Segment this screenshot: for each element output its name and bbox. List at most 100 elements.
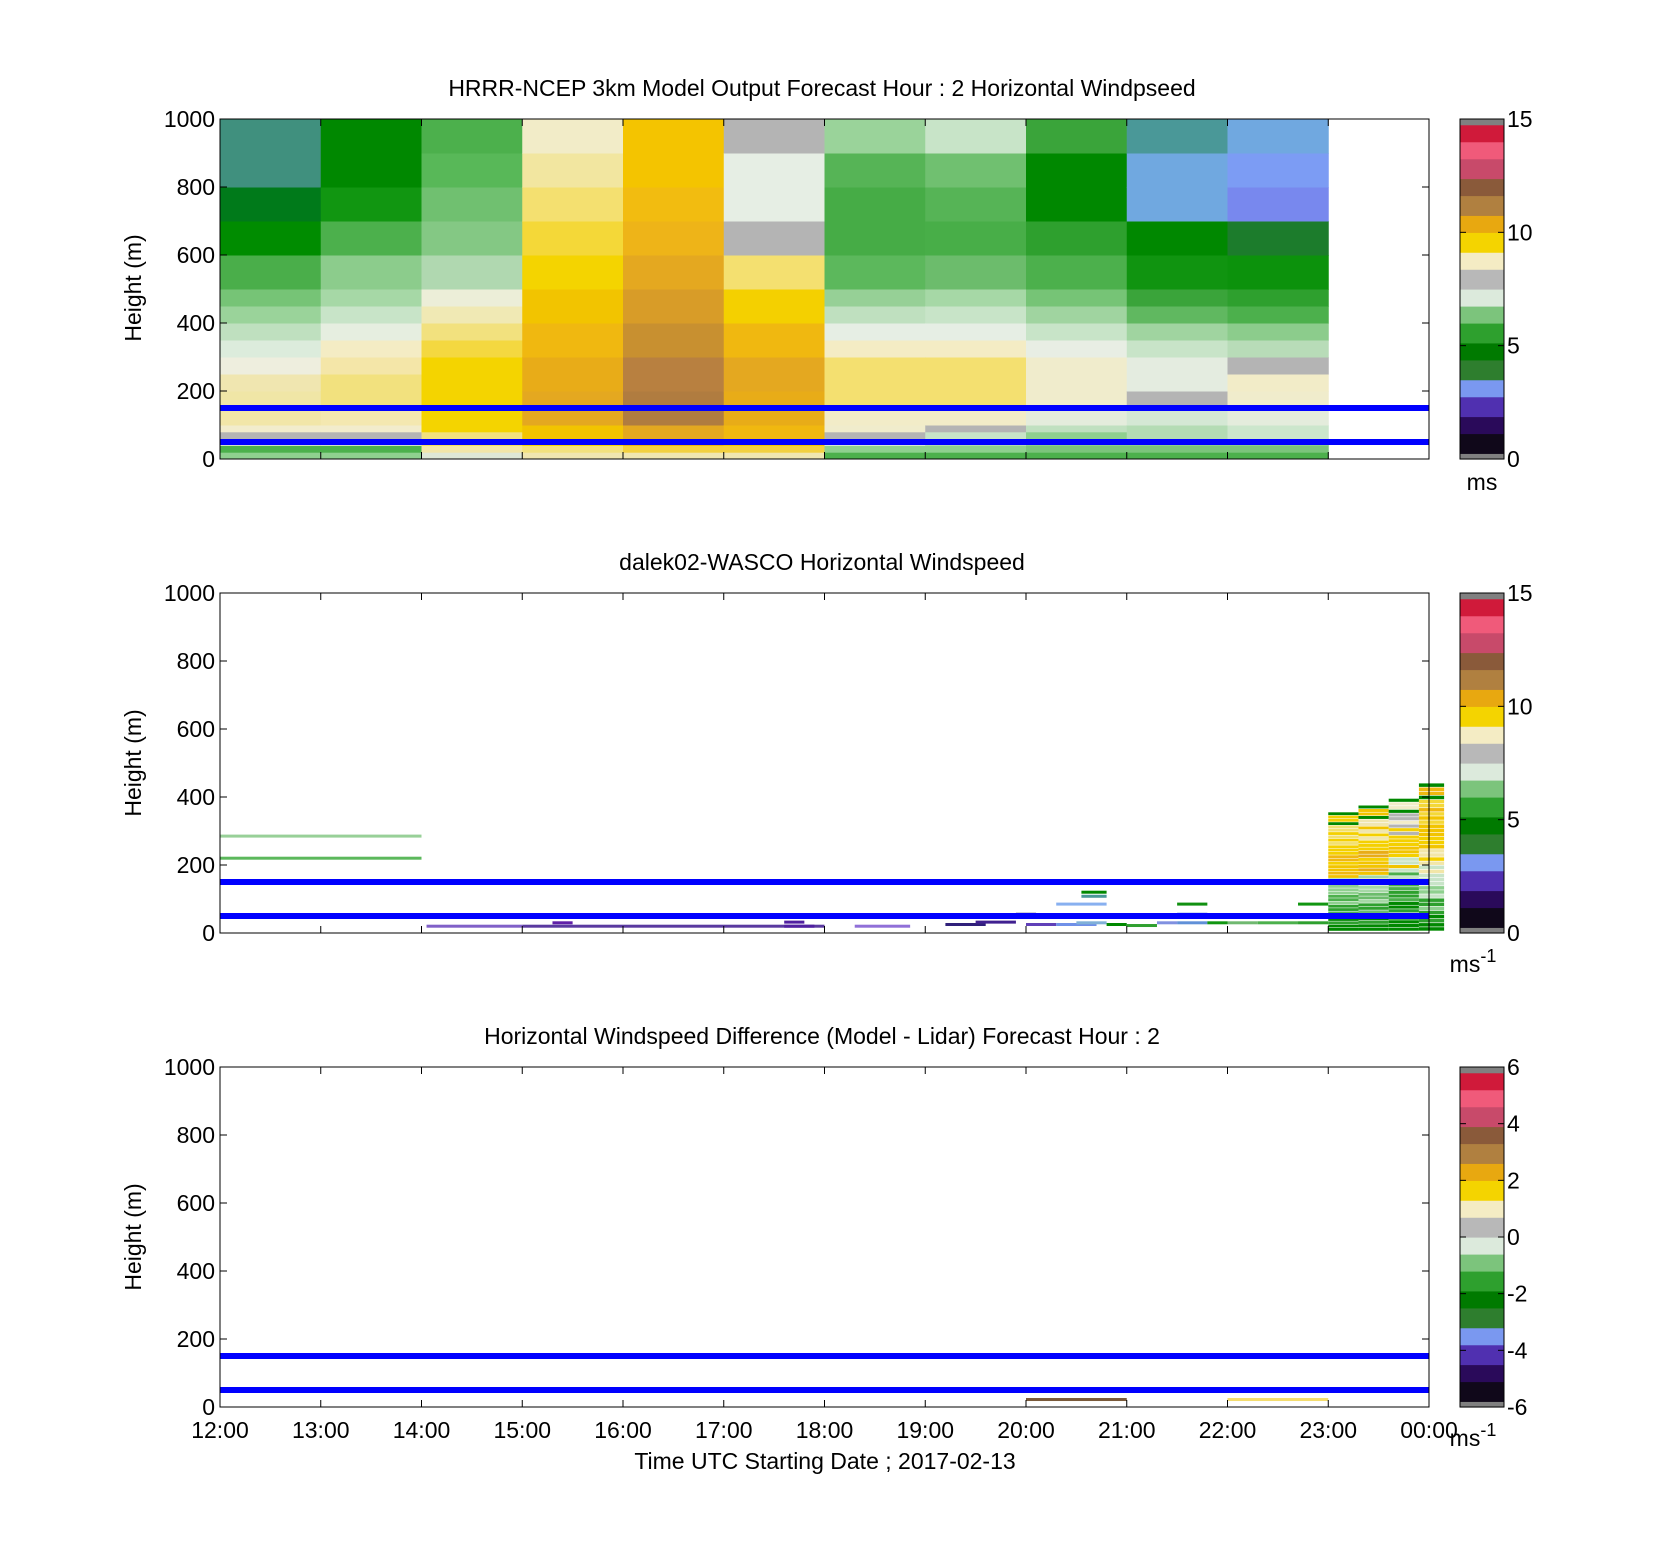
heatmap-cell <box>421 323 523 341</box>
heatmap-cell <box>1388 905 1419 909</box>
heatmap-cell <box>421 357 523 375</box>
colorbar-band <box>1460 765 1504 770</box>
heatmap-cell <box>1328 861 1359 865</box>
colorbar-band <box>1460 1378 1504 1383</box>
colorbar-band <box>1460 839 1504 843</box>
colorbar-band <box>1460 743 1504 747</box>
heatmap-cell <box>1388 894 1419 898</box>
heatmap-segment <box>426 924 523 928</box>
colorbar-band <box>1460 706 1504 710</box>
colorbar-band <box>1460 1364 1504 1368</box>
heatmap-cell <box>1328 828 1359 832</box>
colorbar-band <box>1460 899 1504 903</box>
heatmap-cell <box>824 445 926 453</box>
x-tick-label: 12:00 <box>191 1417 249 1443</box>
heatmap-cell <box>925 408 1027 426</box>
colorbar-band <box>1460 1256 1504 1261</box>
heatmap-cell <box>220 289 322 307</box>
panel-difference-colorbar: -6 -4 -2 0 2 4 6 ms-1 <box>1450 1054 1528 1451</box>
colorbar-band <box>1460 328 1504 333</box>
colorbar-band <box>1460 374 1504 378</box>
heatmap-cell <box>1026 323 1128 341</box>
colorbar-band <box>1460 884 1504 889</box>
heatmap-segment <box>784 924 815 928</box>
heatmap-cell <box>1358 847 1389 851</box>
heatmap-cell <box>1227 221 1329 256</box>
colorbar-band <box>1460 402 1504 406</box>
heatmap-cell <box>925 323 1027 341</box>
colorbar-band <box>1460 286 1504 290</box>
colorbar-band <box>1460 201 1504 205</box>
heatmap-cell <box>925 357 1027 392</box>
colorbar-band <box>1460 1347 1504 1351</box>
heatmap-cell <box>1388 802 1419 806</box>
heatmap-cell <box>1126 119 1228 154</box>
colorbar-band <box>1460 430 1504 435</box>
heatmap-cell <box>320 255 422 290</box>
heatmap-cell <box>421 187 523 222</box>
colorbar-band <box>1460 436 1504 440</box>
colorbar-band <box>1460 621 1504 625</box>
x-tick-label: 15:00 <box>493 1417 551 1443</box>
colorbar-band <box>1460 703 1504 707</box>
heatmap-cell <box>1388 909 1419 913</box>
heatmap-cell <box>824 391 926 409</box>
heatmap-cell <box>824 255 926 290</box>
heatmap-cell <box>1358 892 1389 896</box>
heatmap-cell <box>1126 255 1228 290</box>
heatmap-cell <box>1358 854 1389 858</box>
heatmap-cell <box>1227 306 1329 324</box>
heatmap-cell <box>1126 187 1228 222</box>
colorbar-band <box>1460 1217 1504 1221</box>
heatmap-cell <box>723 255 825 290</box>
heatmap-cell <box>1328 825 1359 829</box>
colorbar-band <box>1460 695 1504 699</box>
heatmap-cell <box>1358 857 1389 861</box>
colorbar-band <box>1460 1339 1504 1343</box>
y-tick-label: 600 <box>177 1190 215 1216</box>
heatmap-cell <box>1358 896 1389 900</box>
heatmap-cell <box>1358 812 1389 816</box>
colorbar-band <box>1460 1067 1504 1071</box>
heatmap-cell <box>1418 824 1445 828</box>
colorbar-band <box>1460 382 1504 386</box>
heatmap-cell <box>623 289 725 324</box>
colorbar-band <box>1460 896 1504 900</box>
heatmap-cell <box>1328 911 1359 915</box>
colorbar-band <box>1460 771 1504 775</box>
x-tick-label: 21:00 <box>1098 1417 1156 1443</box>
panel-model-colorbar: 0 5 10 15 ms <box>1459 106 1533 495</box>
colorbar-band <box>1460 683 1504 688</box>
colorbar-band <box>1460 797 1504 801</box>
colorbar-band <box>1460 1361 1504 1366</box>
heatmap-cell <box>1418 812 1445 816</box>
heatmap-cell <box>1328 898 1359 902</box>
colorbar-band <box>1460 212 1504 216</box>
colorbar-band <box>1460 913 1504 917</box>
heatmap-cell <box>1388 887 1419 891</box>
heatmap-cell <box>1026 357 1128 409</box>
heatmap-cell <box>220 306 322 324</box>
heatmap-cell <box>1418 882 1445 886</box>
colorbar-band <box>1460 195 1504 199</box>
colorbar-band <box>1460 331 1504 335</box>
heatmap-cell <box>320 306 422 324</box>
colorbar-band <box>1460 825 1504 829</box>
heatmap-cell <box>824 153 926 188</box>
heatmap-cell <box>824 306 926 324</box>
colorbar-band <box>1460 655 1504 659</box>
colorbar-band <box>1460 206 1504 211</box>
colorbar-band <box>1460 686 1504 690</box>
heatmap-cell <box>925 289 1027 307</box>
colorbar-band <box>1460 805 1504 809</box>
heatmap-cell <box>220 391 322 409</box>
colorbar-band <box>1460 607 1504 611</box>
heatmap-cell <box>623 153 725 188</box>
colorbar-band <box>1460 359 1504 364</box>
heatmap-cell <box>925 431 1027 440</box>
heatmap-cell <box>1418 861 1445 865</box>
heatmap-cell <box>1358 871 1389 875</box>
x-tick-label: 18:00 <box>796 1417 854 1443</box>
heatmap-cell <box>1358 822 1389 826</box>
heatmap-cell <box>1388 861 1419 865</box>
